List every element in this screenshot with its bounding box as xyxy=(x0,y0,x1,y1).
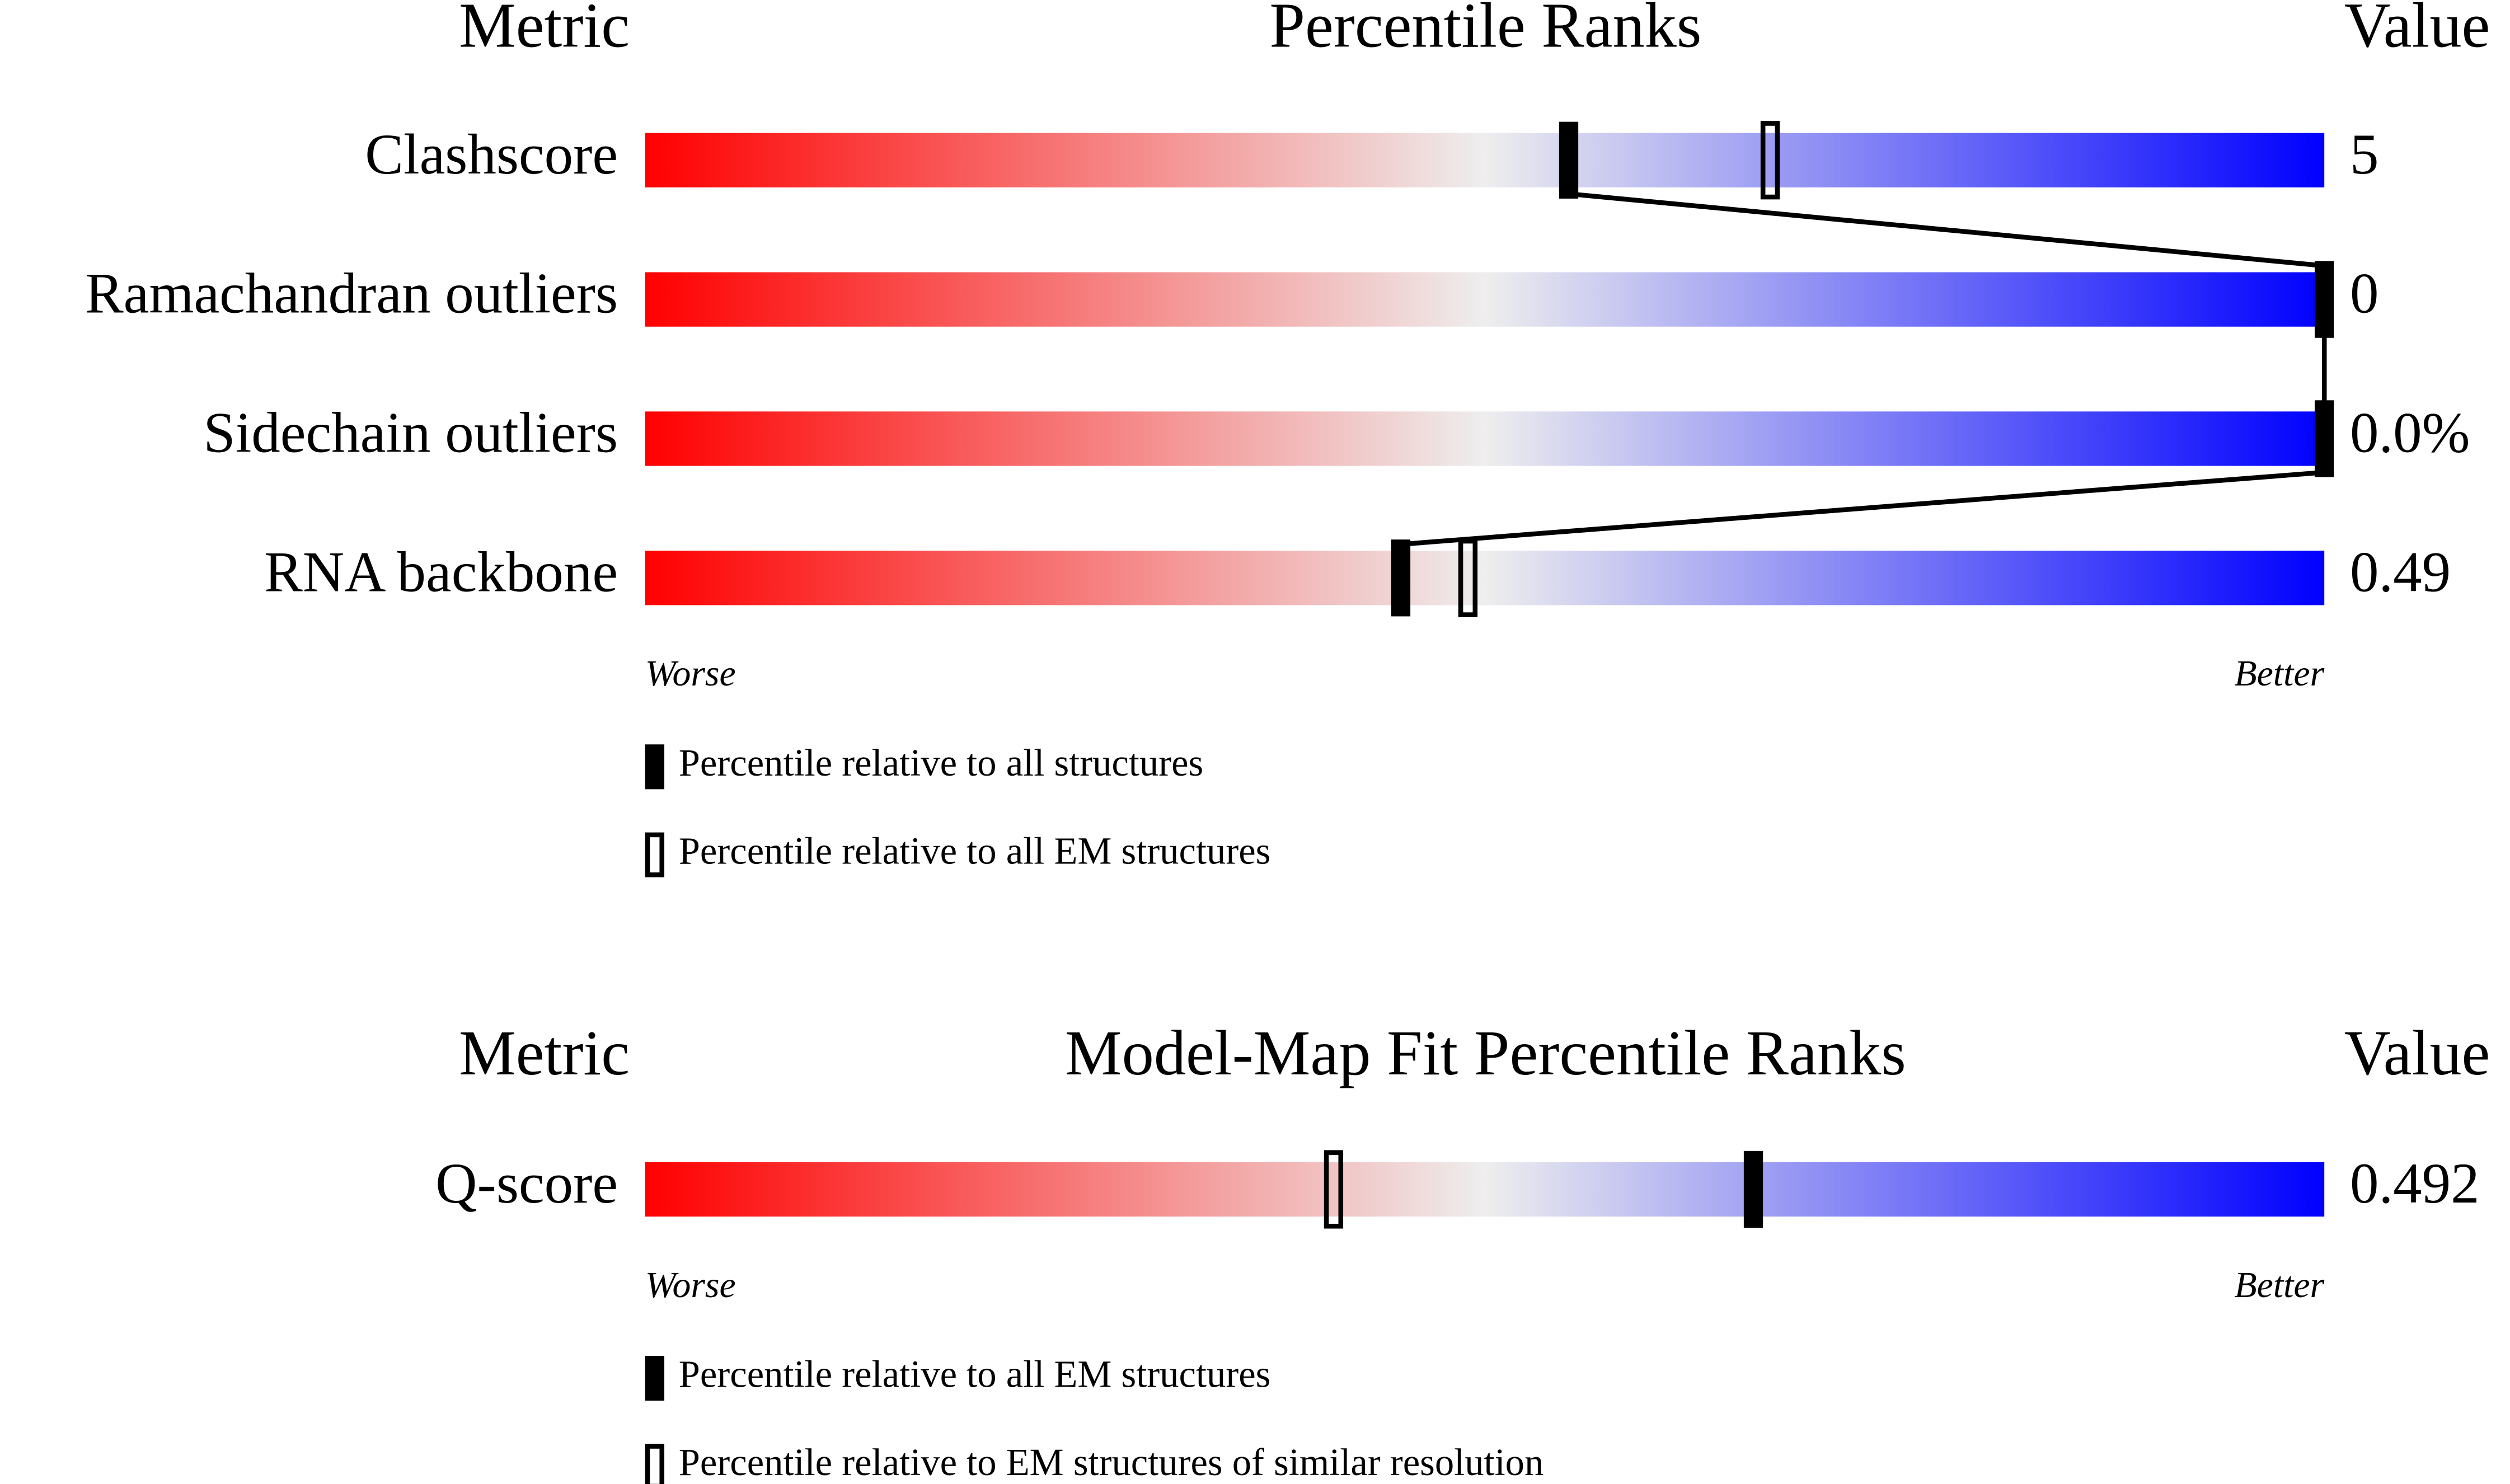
chart-title: Percentile Ranks xyxy=(1269,0,1701,61)
legend-swatch xyxy=(645,744,665,790)
metric-label: Sidechain outliers xyxy=(203,401,618,465)
value-header: Value xyxy=(2344,1017,2490,1088)
metric-value: 0.49 xyxy=(2350,540,2451,604)
percentile-marker xyxy=(2315,261,2334,338)
legend-swatch xyxy=(645,832,665,877)
metric-value: 5 xyxy=(2350,123,2378,186)
percentile-marker-open xyxy=(1760,121,1780,200)
metric-label: RNA backbone xyxy=(264,540,618,604)
chart-title: Model-Map Fit Percentile Ranks xyxy=(1065,1017,1906,1088)
better-label: Better xyxy=(2234,653,2324,694)
metric-value: 0.0% xyxy=(2350,401,2470,465)
metric-label: Clashscore xyxy=(365,123,618,186)
percentile-marker xyxy=(1559,121,1579,199)
percentile-marker-open xyxy=(1458,538,1478,617)
value-header: Value xyxy=(2344,0,2490,61)
percentile-bar xyxy=(645,1162,2325,1217)
percentile-bar xyxy=(645,272,2325,327)
percentile-marker xyxy=(2315,400,2334,477)
metric-label: Q-score xyxy=(435,1152,618,1215)
metric-value: 0.492 xyxy=(2350,1152,2480,1215)
percentile-marker-open xyxy=(1324,1150,1344,1229)
worse-label: Worse xyxy=(645,653,736,694)
legend-label: Percentile relative to all structures xyxy=(679,741,1204,784)
metric-header: Metric xyxy=(459,1017,630,1088)
percentile-bar xyxy=(645,133,2325,187)
legend-swatch xyxy=(645,1444,665,1484)
connector-line xyxy=(1398,126,2327,612)
better-label: Better xyxy=(2234,1265,2324,1305)
legend-swatch xyxy=(645,1355,665,1401)
percentile-bar xyxy=(645,411,2325,466)
percentile-marker xyxy=(1391,539,1411,617)
legend-label: Percentile relative to all EM structures xyxy=(679,1353,1271,1396)
metric-label: Ramachandran outliers xyxy=(85,262,618,326)
percentile-bar xyxy=(645,551,2325,605)
worse-label: Worse xyxy=(645,1265,736,1305)
metric-value: 0 xyxy=(2350,262,2378,326)
legend-label: Percentile relative to EM structures of … xyxy=(679,1441,1544,1483)
legend-label: Percentile relative to all EM structures xyxy=(679,829,1271,872)
percentile-marker xyxy=(1743,1150,1763,1228)
metric-header: Metric xyxy=(459,0,630,61)
